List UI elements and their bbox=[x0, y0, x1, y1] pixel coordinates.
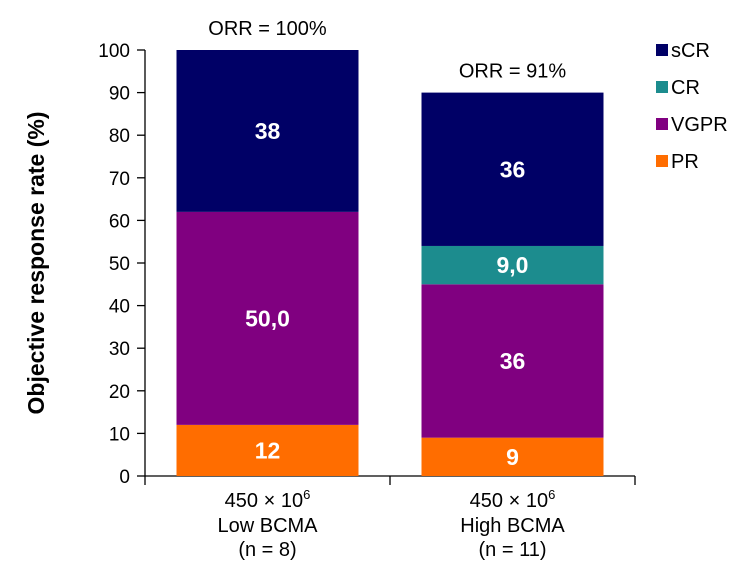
data-label: 50,0 bbox=[245, 305, 290, 331]
x-category-group: High BCMA bbox=[460, 515, 565, 537]
bar-segment-scr bbox=[421, 92, 604, 246]
legend-item-cr: CR bbox=[656, 77, 700, 99]
y-axis-label: Objective response rate (%) bbox=[23, 112, 49, 415]
x-category-n: (n = 8) bbox=[238, 539, 296, 561]
x-category-dose: 450 × 106 bbox=[470, 487, 556, 512]
legend-item-vgpr: VGPR bbox=[656, 114, 728, 136]
data-label: 12 bbox=[255, 437, 281, 463]
legend-item-scr: sCR bbox=[656, 40, 710, 62]
legend: sCR CR VGPR PR bbox=[656, 40, 728, 173]
y-tick-label: 20 bbox=[109, 382, 130, 403]
y-tick-label: 100 bbox=[98, 41, 130, 62]
legend-swatch bbox=[656, 44, 668, 56]
dose-exponent: 6 bbox=[303, 487, 310, 502]
orr-annotation: ORR = 91% bbox=[459, 61, 566, 83]
dose-exponent: 6 bbox=[548, 487, 555, 502]
x-category-label: 450 × 106 High BCMA(n = 11) bbox=[460, 487, 565, 561]
y-tick-label: 0 bbox=[119, 467, 130, 488]
x-category-group: Low BCMA bbox=[217, 515, 318, 537]
orr-annotation: ORR = 100% bbox=[208, 18, 327, 40]
legend-label: CR bbox=[671, 77, 700, 99]
bar-segment-pr bbox=[176, 424, 359, 476]
y-tick-label: 60 bbox=[109, 211, 130, 232]
data-label: 38 bbox=[255, 118, 281, 144]
data-label: 9,0 bbox=[497, 252, 529, 278]
bar-segment-scr bbox=[176, 50, 359, 212]
x-category-dose: 450 × 106 bbox=[225, 487, 311, 512]
data-label: 36 bbox=[500, 156, 526, 182]
y-tick-label: 50 bbox=[109, 254, 130, 275]
x-category-n: (n = 11) bbox=[479, 539, 547, 561]
legend-label: VGPR bbox=[671, 114, 728, 136]
bars: 12 50,0 38 ORR = 100% 9 36 9,0 36 ORR = 91% bbox=[176, 18, 604, 476]
y-tick-label: 80 bbox=[109, 126, 130, 147]
y-tick-label: 90 bbox=[109, 84, 130, 105]
y-tick-label: 10 bbox=[109, 424, 130, 445]
dose-base: 450 × 10 bbox=[470, 490, 548, 512]
data-label: 36 bbox=[500, 348, 526, 374]
legend-label: sCR bbox=[671, 40, 710, 62]
y-tick-label: 40 bbox=[109, 297, 130, 318]
legend-swatch bbox=[656, 118, 668, 130]
bar-segment-vgpr bbox=[421, 284, 604, 438]
legend-swatch bbox=[656, 81, 668, 93]
bar-segment-vgpr bbox=[176, 211, 359, 425]
dose-base: 450 × 10 bbox=[225, 490, 303, 512]
x-category-label: 450 × 106 Low BCMA(n = 8) bbox=[217, 487, 318, 561]
y-tick-label: 70 bbox=[109, 169, 130, 190]
legend-label: PR bbox=[671, 151, 699, 173]
bar-segment-pr bbox=[421, 437, 604, 476]
y-tick-label: 30 bbox=[109, 339, 130, 360]
legend-item-pr: PR bbox=[656, 151, 699, 173]
bar-segment-cr bbox=[421, 245, 604, 285]
data-label: 9 bbox=[506, 444, 519, 470]
y-axis: 0 10 20 30 40 50 60 70 80 90 100 bbox=[98, 41, 146, 488]
legend-swatch bbox=[656, 155, 668, 167]
